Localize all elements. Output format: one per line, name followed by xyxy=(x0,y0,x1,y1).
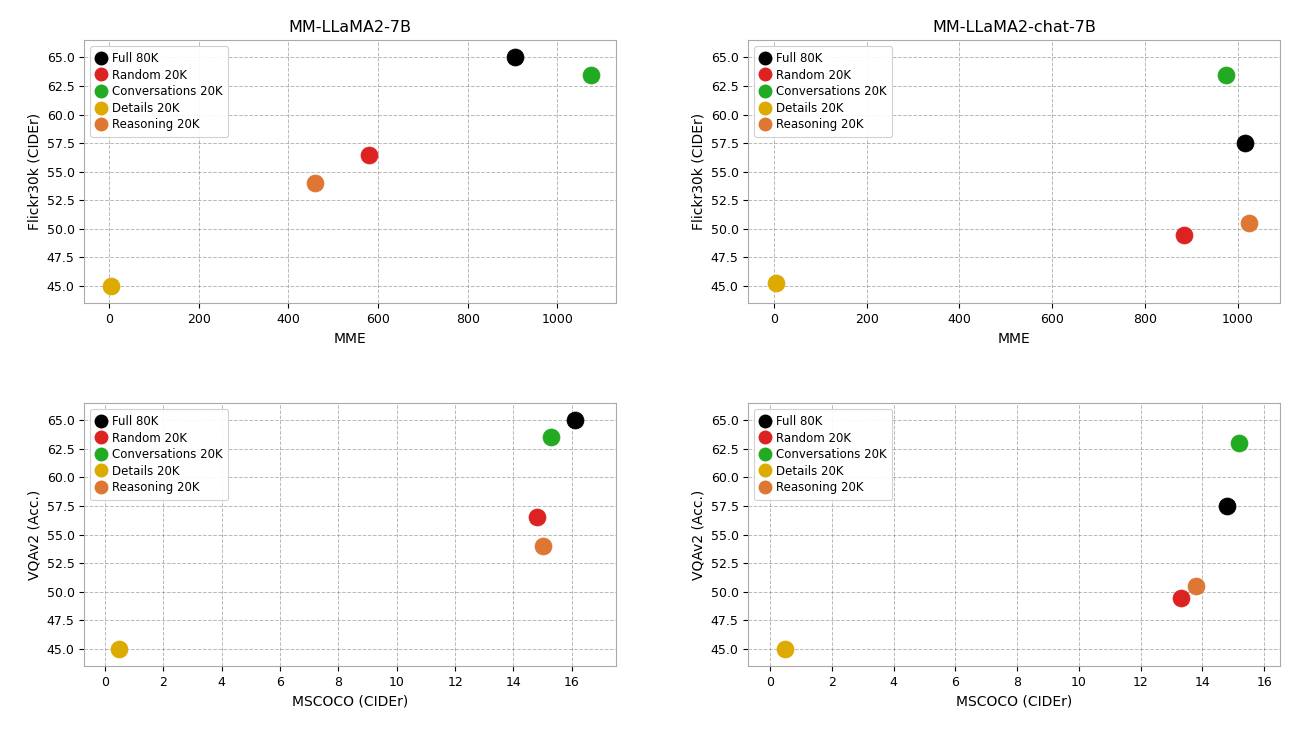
Point xyxy=(533,540,553,552)
Point xyxy=(504,51,525,63)
Legend: Full 80K, Random 20K, Conversations 20K, Details 20K, Reasoning 20K: Full 80K, Random 20K, Conversations 20K,… xyxy=(91,409,229,500)
Point xyxy=(766,277,787,288)
Point xyxy=(1174,229,1195,241)
Point xyxy=(1239,217,1260,229)
Point xyxy=(109,643,130,655)
Point xyxy=(776,643,796,655)
Point xyxy=(581,69,601,81)
Point xyxy=(1186,580,1207,592)
Legend: Full 80K, Random 20K, Conversations 20K, Details 20K, Reasoning 20K: Full 80K, Random 20K, Conversations 20K,… xyxy=(91,46,229,137)
Legend: Full 80K, Random 20K, Conversations 20K, Details 20K, Reasoning 20K: Full 80K, Random 20K, Conversations 20K,… xyxy=(755,409,892,500)
Point xyxy=(305,177,326,189)
Legend: Full 80K, Random 20K, Conversations 20K, Details 20K, Reasoning 20K: Full 80K, Random 20K, Conversations 20K,… xyxy=(755,46,892,137)
Point xyxy=(564,414,585,426)
X-axis label: MME: MME xyxy=(334,332,366,346)
Y-axis label: VQAv2 (Acc.): VQAv2 (Acc.) xyxy=(691,490,705,580)
Point xyxy=(1170,591,1191,603)
Point xyxy=(1234,138,1255,149)
Point xyxy=(1216,69,1237,81)
Point xyxy=(540,432,561,444)
Point xyxy=(1229,437,1250,449)
Point xyxy=(359,149,379,160)
Point xyxy=(1217,500,1238,512)
Y-axis label: Flickr30k (CIDEr): Flickr30k (CIDEr) xyxy=(691,113,705,231)
X-axis label: MSCOCO (CIDEr): MSCOCO (CIDEr) xyxy=(292,695,408,709)
Y-axis label: VQAv2 (Acc.): VQAv2 (Acc.) xyxy=(27,490,42,580)
X-axis label: MSCOCO (CIDEr): MSCOCO (CIDEr) xyxy=(956,695,1072,709)
Title: MM-LLaMA2-7B: MM-LLaMA2-7B xyxy=(288,20,412,35)
Point xyxy=(526,512,547,523)
X-axis label: MME: MME xyxy=(998,332,1030,346)
Point xyxy=(101,280,122,292)
Title: MM-LLaMA2-chat-7B: MM-LLaMA2-chat-7B xyxy=(931,20,1096,35)
Y-axis label: Flickr30k (CIDEr): Flickr30k (CIDEr) xyxy=(27,113,42,231)
